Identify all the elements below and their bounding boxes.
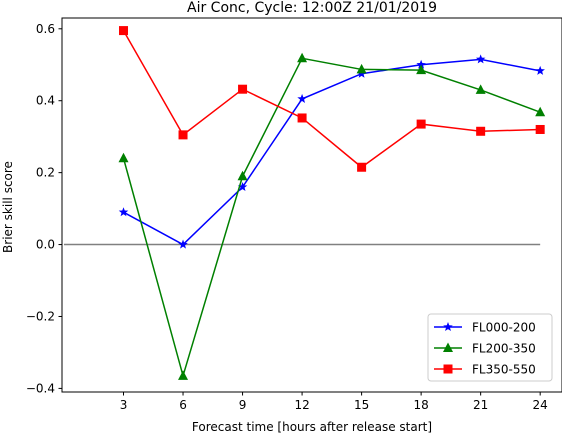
x-tick-label-7: 24 <box>533 398 548 412</box>
x-tick-label-0: 3 <box>120 398 128 412</box>
x-tick-label-1: 6 <box>179 398 187 412</box>
data-point-fl350-550-4 <box>357 162 367 172</box>
data-point-fl000-200-1 <box>178 239 188 249</box>
y-tick-label-5: 0.6 <box>36 22 55 36</box>
data-point-fl350-550-3 <box>297 113 307 123</box>
y-tick-label-1: −0.2 <box>26 309 55 323</box>
series-line-fl350-550 <box>122 30 541 169</box>
legend-marker-fl350-550 <box>443 364 453 374</box>
series-line-fl200-350 <box>122 57 541 379</box>
y-tick-label-4: 0.4 <box>36 94 55 108</box>
data-point-fl200-350-2 <box>237 170 248 181</box>
data-point-fl200-350-0 <box>118 152 129 163</box>
data-point-fl350-550-6 <box>476 126 486 136</box>
legend-box <box>427 313 553 382</box>
data-point-fl200-350-5 <box>416 64 427 75</box>
x-tick-label-4: 15 <box>354 398 369 412</box>
axes-frame <box>61 17 562 393</box>
legend-label-fl000-200: FL000-200 <box>472 321 536 335</box>
legend-marker-fl000-200 <box>443 322 453 332</box>
plot-area: 3 6 9 12 15 18 21 24 −0.4 −0.2 0.0 0.2 0.4 0.6 <box>26 17 562 412</box>
data-point-fl200-350-7 <box>535 106 546 117</box>
y-tick-label-2: 0.0 <box>36 238 55 252</box>
data-point-fl200-350-3 <box>297 52 308 63</box>
data-point-fl000-200-2 <box>237 182 248 192</box>
x-tick-label-5: 18 <box>413 398 428 412</box>
data-point-fl350-550-7 <box>535 124 545 134</box>
data-point-fl200-350-6 <box>475 84 486 94</box>
x-tick-label-2: 9 <box>239 398 247 412</box>
data-point-fl350-550-0 <box>119 26 129 36</box>
x-tick-label-6: 21 <box>473 398 488 412</box>
data-point-fl000-200-3 <box>297 93 307 103</box>
data-point-fl000-200-6 <box>475 54 486 64</box>
x-axis-label: Forecast time [hours after release start… <box>192 420 432 434</box>
data-point-fl350-550-5 <box>416 119 426 129</box>
legend-marker-fl200-350 <box>443 342 453 352</box>
chart-title: Air Conc, Cycle: 12:00Z 21/01/2019 <box>187 0 437 16</box>
series-line-fl000-200 <box>123 58 541 246</box>
legend: FL000-200 FL200-350 FL350-550 <box>427 313 553 382</box>
data-point-fl200-350-1 <box>178 370 189 380</box>
y-axis-label: Brier skill score <box>1 161 15 253</box>
data-point-fl350-550-2 <box>238 84 248 94</box>
data-point-fl350-550-1 <box>178 130 188 140</box>
y-tick-label-3: 0.2 <box>36 166 55 180</box>
legend-label-fl350-550: FL350-550 <box>472 363 536 377</box>
data-point-fl000-200-7 <box>535 65 545 75</box>
y-tick-label-0: −0.4 <box>26 381 55 395</box>
legend-label-fl200-350: FL200-350 <box>472 342 536 356</box>
x-tick-label-3: 12 <box>294 398 309 412</box>
data-point-fl000-200-5 <box>416 59 426 69</box>
data-point-fl200-350-4 <box>356 63 367 74</box>
data-point-fl000-200-0 <box>118 207 129 217</box>
